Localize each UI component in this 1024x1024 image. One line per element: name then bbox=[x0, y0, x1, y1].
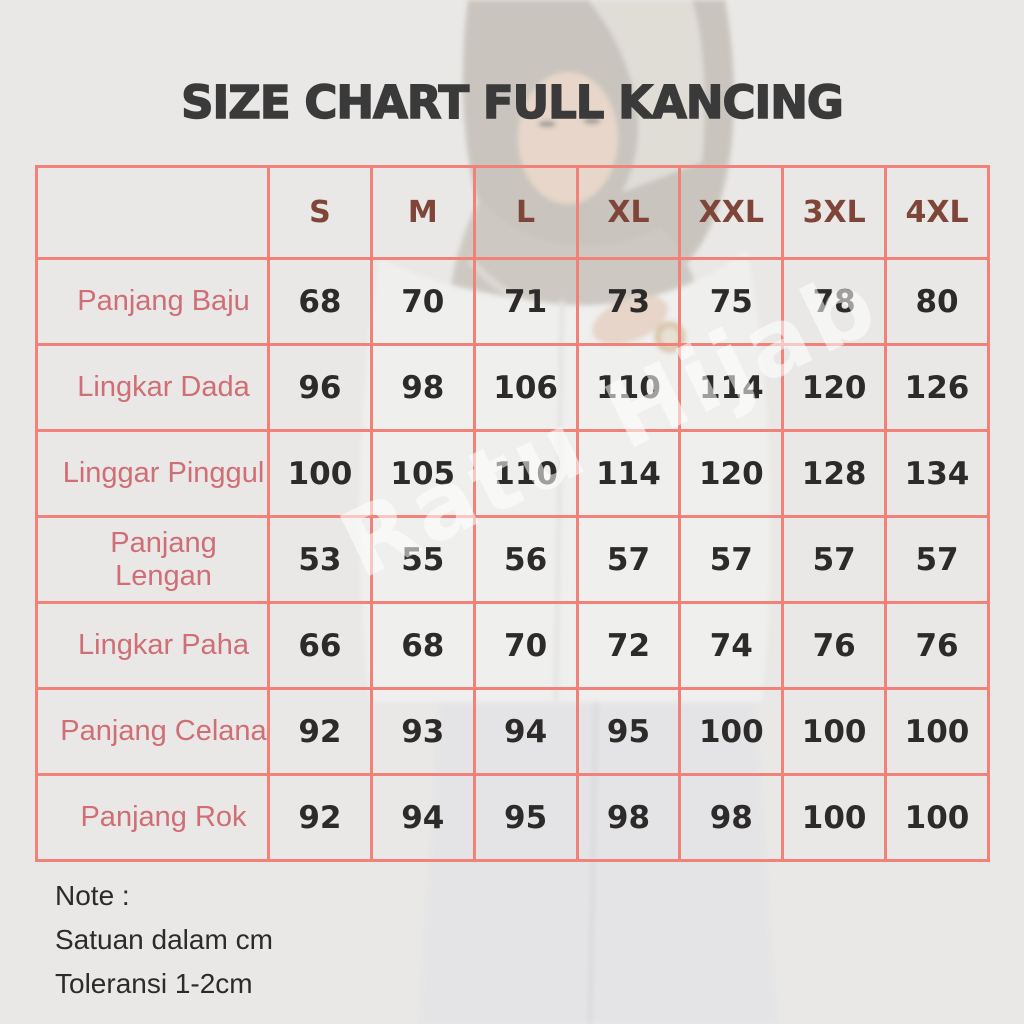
size-cell: 66 bbox=[267, 601, 373, 690]
size-cell: 94 bbox=[369, 773, 476, 862]
column-header-s: S bbox=[267, 165, 373, 260]
column-header-xxl: XXL bbox=[678, 165, 785, 260]
size-cell: 100 bbox=[884, 687, 990, 776]
note-line-unit: Satuan dalam cm bbox=[55, 924, 273, 955]
table-row-lingkar-dada: Lingkar Dada 96 98 106 110 114 120 126 bbox=[35, 343, 990, 432]
size-cell: 98 bbox=[678, 773, 785, 862]
size-cell: 75 bbox=[678, 257, 785, 346]
size-cell: 98 bbox=[575, 773, 682, 862]
row-label: Lingkar Paha bbox=[35, 601, 270, 690]
row-label: Panjang Celana bbox=[35, 687, 270, 776]
size-cell: 100 bbox=[267, 429, 373, 518]
row-label: Panjang Rok bbox=[35, 773, 270, 862]
column-header-m: M bbox=[369, 165, 476, 260]
size-cell: 114 bbox=[678, 343, 785, 432]
size-cell: 72 bbox=[575, 601, 682, 690]
note-line-tolerance: Toleransi 1-2cm bbox=[55, 968, 253, 999]
size-cell: 100 bbox=[781, 687, 888, 776]
size-cell: 96 bbox=[267, 343, 373, 432]
row-label: Panjang Lengan bbox=[35, 515, 270, 604]
size-cell: 80 bbox=[884, 257, 990, 346]
size-cell: 95 bbox=[472, 773, 579, 862]
size-cell: 76 bbox=[781, 601, 888, 690]
size-cell: 56 bbox=[472, 515, 579, 604]
size-cell: 74 bbox=[678, 601, 785, 690]
page-title: SIZE CHART FULL KANCING bbox=[180, 75, 844, 130]
size-cell: 98 bbox=[369, 343, 476, 432]
row-label: Panjang Baju bbox=[35, 257, 270, 346]
size-cell: 93 bbox=[369, 687, 476, 776]
size-cell: 68 bbox=[369, 601, 476, 690]
size-cell: 70 bbox=[472, 601, 579, 690]
row-label: Linggar Pinggul bbox=[35, 429, 270, 518]
size-cell: 92 bbox=[267, 687, 373, 776]
table-row-panjang-lengan: Panjang Lengan 53 55 56 57 57 57 57 bbox=[35, 515, 990, 604]
size-cell: 110 bbox=[472, 429, 579, 518]
size-cell: 120 bbox=[781, 343, 888, 432]
size-cell: 73 bbox=[575, 257, 682, 346]
size-cell: 68 bbox=[267, 257, 373, 346]
corner-cell bbox=[35, 165, 270, 260]
column-header-l: L bbox=[472, 165, 579, 260]
table-row-panjang-rok: Panjang Rok 92 94 95 98 98 100 100 bbox=[35, 773, 990, 862]
size-cell: 57 bbox=[678, 515, 785, 604]
column-header-4xl: 4XL bbox=[884, 165, 990, 260]
note-heading: Note : bbox=[55, 880, 130, 911]
size-cell: 100 bbox=[678, 687, 785, 776]
size-cell: 57 bbox=[884, 515, 990, 604]
table-row-panjang-celana: Panjang Celana 92 93 94 95 100 100 100 bbox=[35, 687, 990, 776]
table-row-linggar-pinggul: Linggar Pinggul 100 105 110 114 120 128 … bbox=[35, 429, 990, 518]
column-header-3xl: 3XL bbox=[781, 165, 888, 260]
size-cell: 95 bbox=[575, 687, 682, 776]
size-cell: 100 bbox=[884, 773, 990, 862]
size-cell: 55 bbox=[369, 515, 476, 604]
size-cell: 120 bbox=[678, 429, 785, 518]
size-cell: 105 bbox=[369, 429, 476, 518]
size-cell: 78 bbox=[781, 257, 888, 346]
size-cell: 57 bbox=[781, 515, 888, 604]
table-row-panjang-baju: Panjang Baju 68 70 71 73 75 78 80 bbox=[35, 257, 990, 346]
row-label: Lingkar Dada bbox=[35, 343, 270, 432]
size-cell: 110 bbox=[575, 343, 682, 432]
size-cell: 53 bbox=[267, 515, 373, 604]
size-cell: 94 bbox=[472, 687, 579, 776]
size-cell: 71 bbox=[472, 257, 579, 346]
size-cell: 57 bbox=[575, 515, 682, 604]
size-chart-table: S M L XL XXL 3XL 4XL Panjang Baju 68 70 … bbox=[35, 165, 990, 862]
size-cell: 114 bbox=[575, 429, 682, 518]
size-cell: 128 bbox=[781, 429, 888, 518]
table-row-lingkar-paha: Lingkar Paha 66 68 70 72 74 76 76 bbox=[35, 601, 990, 690]
header-row: S M L XL XXL 3XL 4XL bbox=[35, 165, 990, 260]
size-cell: 106 bbox=[472, 343, 579, 432]
size-cell: 76 bbox=[884, 601, 990, 690]
size-cell: 134 bbox=[884, 429, 990, 518]
note: Note : Satuan dalam cm Toleransi 1-2cm bbox=[55, 874, 273, 1006]
size-cell: 126 bbox=[884, 343, 990, 432]
column-header-xl: XL bbox=[575, 165, 682, 260]
size-cell: 92 bbox=[267, 773, 373, 862]
size-cell: 100 bbox=[781, 773, 888, 862]
size-cell: 70 bbox=[369, 257, 476, 346]
